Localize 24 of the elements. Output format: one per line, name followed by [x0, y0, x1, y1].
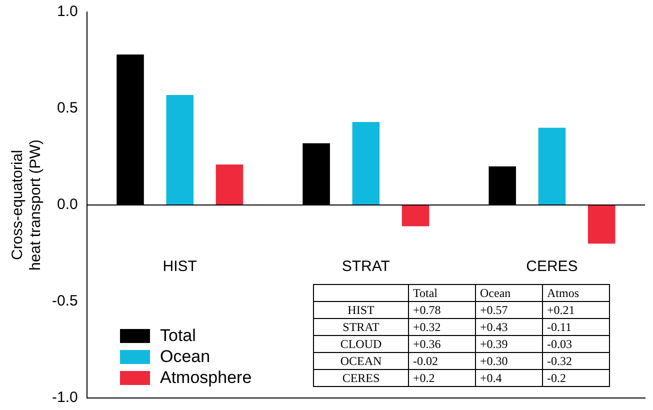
- legend-label: Atmosphere: [160, 368, 252, 388]
- text: Total Ocean Atmos: [413, 286, 580, 300]
- x-tick-label: HIST: [162, 258, 197, 276]
- bar: [216, 164, 244, 205]
- bar: [352, 122, 380, 205]
- y-tick-label: 0.0: [56, 196, 78, 214]
- legend-label: Ocean: [160, 346, 210, 366]
- bar: [166, 94, 194, 205]
- bar: [402, 205, 430, 226]
- text: CERES +0.2 +0.4 -0.2: [342, 370, 566, 384]
- bar: [538, 128, 566, 205]
- legend-label: Total: [160, 326, 196, 346]
- x-tick-label: CERES: [526, 258, 578, 276]
- x-tick-label: STRAT: [342, 258, 390, 276]
- y-tick-label: 1.0: [56, 3, 78, 20]
- text: STRAT +0.32 +0.43 -0.11: [342, 320, 572, 334]
- y-tick-label: 0.5: [56, 100, 78, 117]
- y-axis-title: Cross-equatorial heat transport (PW): [9, 140, 44, 270]
- text: CLOUD +0.36 +0.39 -0.03: [340, 336, 572, 350]
- text: OCEAN -0.02 +0.30 -0.32: [340, 354, 572, 368]
- y-tick-label: -1.0: [52, 389, 78, 406]
- y-tick-label: -0.5: [52, 292, 78, 310]
- text: HIST +0.78 +0.57 +0.21: [348, 302, 575, 316]
- bar: [588, 205, 616, 244]
